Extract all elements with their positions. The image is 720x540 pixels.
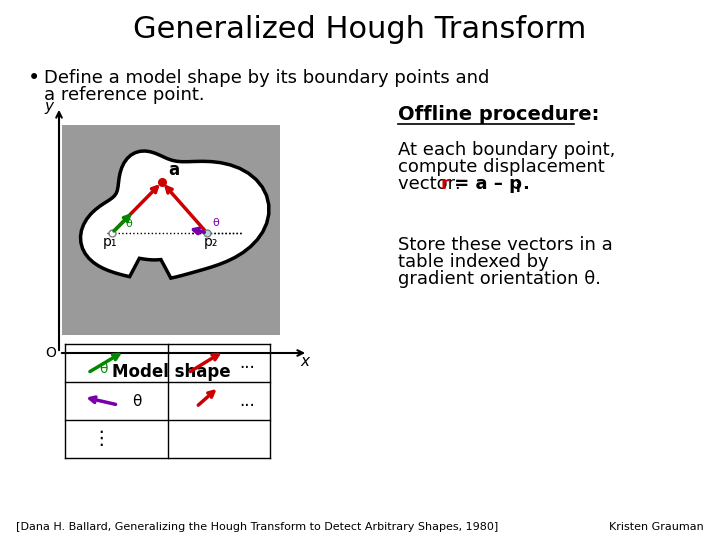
Text: •: •: [28, 68, 40, 88]
Text: a: a: [168, 161, 179, 179]
Text: p₁: p₁: [103, 235, 117, 249]
Text: Generalized Hough Transform: Generalized Hough Transform: [133, 16, 587, 44]
Text: ...: ...: [240, 354, 256, 372]
Text: Kristen Grauman: Kristen Grauman: [609, 522, 704, 532]
Text: ⋮: ⋮: [91, 429, 111, 449]
Text: θ: θ: [125, 219, 132, 229]
Text: x: x: [300, 354, 310, 369]
Text: O: O: [45, 346, 56, 360]
Text: Store these vectors in a: Store these vectors in a: [398, 236, 613, 254]
Text: ...: ...: [240, 392, 256, 410]
Text: = a – p: = a – p: [448, 175, 522, 193]
Text: compute displacement: compute displacement: [398, 158, 605, 176]
Text: .: .: [522, 175, 529, 193]
Text: p₂: p₂: [204, 235, 218, 249]
Text: a reference point.: a reference point.: [44, 86, 204, 104]
Text: Define a model shape by its boundary points and: Define a model shape by its boundary poi…: [44, 69, 490, 87]
Text: r: r: [440, 175, 449, 193]
Text: θ: θ: [212, 218, 219, 228]
Text: vector:: vector:: [398, 175, 467, 193]
Bar: [62, 125, 280, 335]
Polygon shape: [81, 151, 269, 278]
Text: Model shape: Model shape: [112, 363, 230, 381]
Text: table indexed by: table indexed by: [398, 253, 549, 271]
Text: y: y: [45, 99, 53, 114]
Text: gradient orientation θ.: gradient orientation θ.: [398, 270, 601, 288]
Text: At each boundary point,: At each boundary point,: [398, 141, 616, 159]
Text: [Dana H. Ballard, Generalizing the Hough Transform to Detect Arbitrary Shapes, 1: [Dana H. Ballard, Generalizing the Hough…: [16, 522, 498, 532]
Text: θ: θ: [132, 394, 141, 408]
Text: i: i: [516, 181, 521, 195]
Text: Offline procedure:: Offline procedure:: [398, 105, 599, 125]
Text: θ: θ: [99, 362, 108, 376]
